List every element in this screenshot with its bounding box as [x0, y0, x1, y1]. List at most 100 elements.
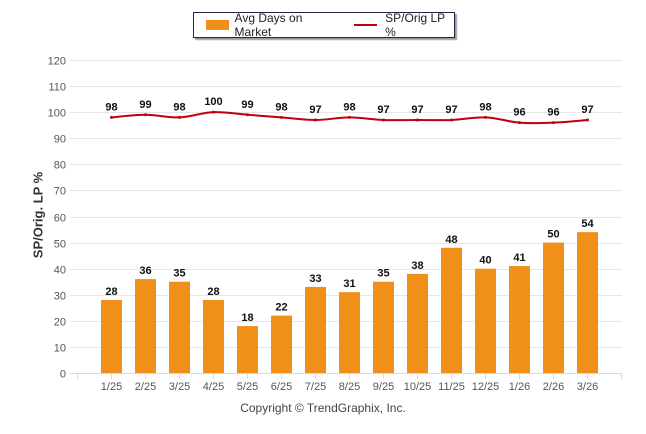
legend-item-sp-orig[interactable]: SP/Orig LP % [336, 11, 454, 39]
bar [203, 299, 224, 373]
bar-data-label: 35 [173, 268, 185, 280]
line-data-label: 98 [173, 101, 185, 113]
line-data-label: 98 [343, 101, 355, 113]
bar-data-label: 54 [581, 218, 594, 230]
line-data-label: 99 [241, 99, 253, 111]
line-point [280, 115, 283, 119]
line-point [450, 118, 453, 122]
y-tick-label: 10 [54, 343, 66, 355]
bar-data-label: 48 [445, 234, 457, 246]
line-point [552, 121, 555, 125]
bar-data-label: 36 [139, 265, 151, 277]
y-tick-label: 120 [48, 56, 66, 68]
line-data-label: 98 [275, 101, 287, 113]
gridlines [70, 60, 622, 374]
line-data-label: 97 [411, 104, 423, 116]
line-data-labels: 98 99 98 100 99 98 97 98 97 97 97 98 96 96 97 [105, 96, 593, 118]
bar [509, 266, 530, 373]
x-tick-label: 2/26 [543, 381, 564, 393]
line-point [314, 118, 317, 122]
bar [407, 273, 428, 373]
x-tick-label: 8/25 [339, 381, 360, 393]
line-point [144, 113, 147, 117]
x-tick-label: 6/25 [271, 381, 292, 393]
bar-data-label: 38 [411, 260, 423, 272]
bar-data-label: 28 [207, 286, 219, 298]
bar-data-label: 35 [377, 268, 389, 280]
y-tick-label: 30 [54, 291, 66, 303]
y-tick-label: 60 [54, 213, 66, 225]
bar-data-label: 18 [241, 312, 253, 324]
x-tick-label: 11/25 [438, 381, 465, 393]
x-tick-label: 1/26 [509, 381, 530, 393]
x-tick-label: 9/25 [373, 381, 394, 393]
bar [441, 247, 462, 373]
line-point [178, 115, 181, 119]
line-data-label: 100 [204, 96, 222, 108]
bar [101, 299, 122, 373]
legend-line-swatch-icon [353, 24, 378, 26]
y-tick-label: 100 [48, 108, 66, 120]
y-tick-label: 0 [60, 369, 66, 381]
line-point [586, 118, 589, 122]
bar-data-labels: 28 36 35 28 18 22 33 31 35 38 48 40 41 50 54 [105, 218, 594, 324]
bar-series-avg-days [101, 232, 598, 373]
bar-data-label: 41 [513, 252, 525, 264]
legend-label-avg-days: Avg Days on Market [234, 11, 303, 39]
bar [543, 242, 564, 373]
line-data-label: 97 [309, 104, 321, 116]
x-tick-label: 3/25 [169, 381, 190, 393]
y-tick-label: 40 [54, 265, 66, 277]
x-tick-label: 7/25 [305, 381, 326, 393]
line-data-label: 97 [377, 104, 389, 116]
bar-data-label: 28 [105, 286, 117, 298]
x-tick-label: 12/25 [472, 381, 500, 393]
x-tick-label: 2/25 [135, 381, 156, 393]
y-axis-ticks: 0 10 20 30 40 50 60 70 80 90 100 110 120 [48, 56, 66, 381]
line-point [484, 115, 487, 119]
y-tick-label: 110 [48, 82, 66, 94]
bar [339, 292, 360, 373]
line-point [348, 115, 351, 119]
bar-data-label: 40 [479, 255, 491, 267]
line-data-label: 99 [139, 99, 151, 111]
bar [169, 281, 190, 373]
bar [135, 279, 156, 373]
bar-data-label: 22 [275, 302, 287, 314]
bar-data-label: 33 [309, 273, 321, 285]
line-data-label: 96 [547, 107, 559, 119]
bar-data-label: 31 [343, 278, 355, 290]
line-series-sp-orig-lp [110, 110, 589, 125]
x-tick-label: 5/25 [237, 381, 258, 393]
x-tick-label: 3/26 [577, 381, 598, 393]
line-data-label: 98 [479, 101, 491, 113]
bar [577, 232, 598, 373]
line-point [416, 118, 419, 122]
bar [373, 281, 394, 373]
line-data-label: 97 [581, 104, 593, 116]
copyright-footer: Copyright © TrendGraphix, Inc. [240, 401, 406, 415]
y-tick-label: 80 [54, 160, 66, 172]
y-tick-label: 20 [54, 317, 66, 329]
x-tick-label: 10/25 [404, 381, 432, 393]
bar [305, 286, 326, 373]
line-point [518, 121, 521, 125]
legend: Avg Days on Market SP/Orig LP % [193, 11, 455, 39]
x-tick-label: 1/25 [101, 381, 122, 393]
y-tick-label: 90 [54, 134, 66, 146]
line-data-label: 98 [105, 101, 117, 113]
legend-bar-swatch-icon [206, 20, 229, 30]
legend-label-sp-orig: SP/Orig LP % [385, 11, 445, 39]
y-tick-label: 50 [54, 239, 66, 251]
line-point [246, 113, 249, 117]
line-data-label: 97 [445, 104, 457, 116]
line-point [110, 115, 113, 119]
bar [475, 268, 496, 373]
bar [271, 315, 292, 373]
y-axis-title: SP/Orig. LP % [30, 171, 46, 259]
line-point [382, 118, 385, 122]
legend-item-avg-days[interactable]: Avg Days on Market [194, 11, 336, 39]
y-tick-label: 70 [54, 186, 66, 198]
line-point [212, 110, 215, 114]
